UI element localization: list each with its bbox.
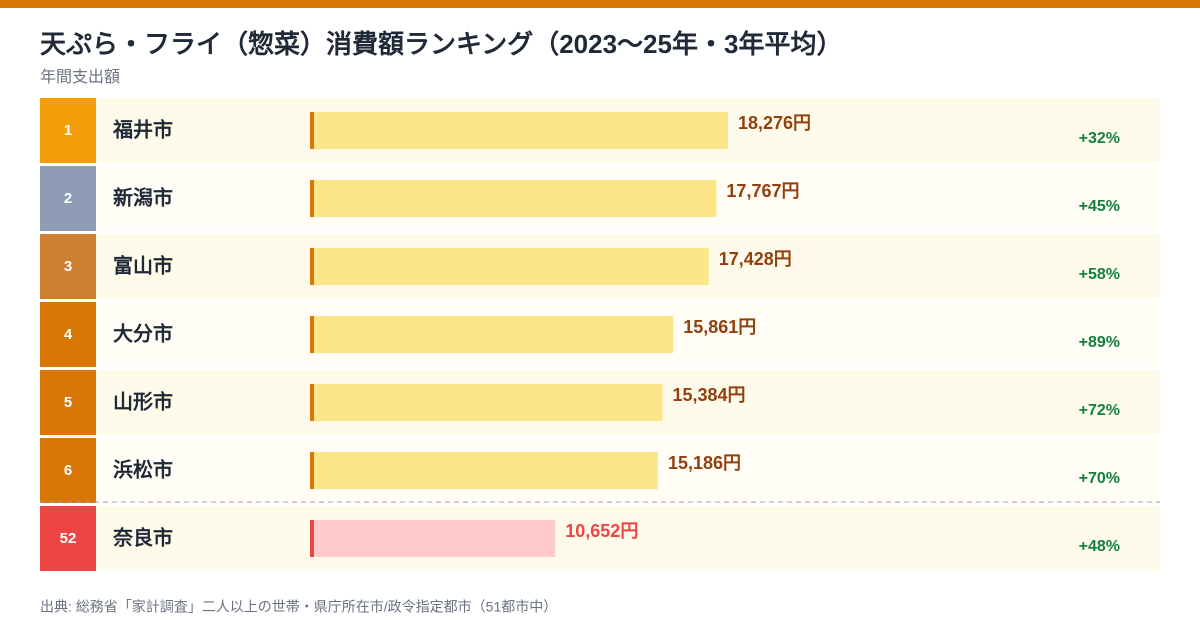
- category-label: 山形市: [113, 389, 173, 413]
- value-label: 10,652円: [565, 521, 638, 541]
- value-label: 15,861円: [683, 317, 756, 337]
- category-label: 富山市: [113, 253, 173, 277]
- rank-box: [40, 166, 96, 231]
- change-label: +32%: [1079, 130, 1120, 147]
- rank-box: [40, 98, 96, 163]
- rank-label: 3: [64, 258, 72, 275]
- category-label: 新潟市: [113, 185, 173, 209]
- rank-box: [40, 438, 96, 503]
- change-label: +58%: [1079, 266, 1120, 283]
- category-label: 大分市: [113, 321, 173, 345]
- value-label: 17,767円: [726, 181, 799, 201]
- bar-accent: [310, 520, 314, 557]
- value-label: 17,428円: [719, 249, 792, 269]
- rank-label: 6: [64, 462, 72, 479]
- value-label: 15,384円: [672, 385, 745, 405]
- category-label: 浜松市: [113, 457, 173, 481]
- value-label: 18,276円: [738, 113, 811, 133]
- bar-accent: [310, 180, 314, 217]
- subtitle: 年間支出額: [40, 68, 120, 86]
- bar: [314, 384, 663, 421]
- change-label: +45%: [1079, 198, 1120, 215]
- change-label: +48%: [1079, 538, 1120, 555]
- bar-accent: [310, 384, 314, 421]
- chart-title: 天ぷら・フライ（惣菜）消費額ランキング（2023〜25年・3年平均）: [40, 29, 842, 59]
- rank-box: [40, 234, 96, 299]
- rank-label: 2: [64, 190, 72, 207]
- bar: [314, 180, 717, 217]
- bar-accent: [310, 452, 314, 489]
- rank-label: 1: [64, 122, 72, 139]
- rank-box: [40, 370, 96, 435]
- rank-box: [40, 506, 96, 571]
- rank-label: 5: [64, 394, 72, 411]
- bar: [314, 316, 674, 353]
- rank-label: 4: [64, 326, 73, 343]
- value-label: 15,186円: [668, 453, 741, 473]
- bar: [314, 520, 556, 557]
- change-label: +70%: [1079, 470, 1120, 487]
- bar: [314, 452, 658, 489]
- rank-box: [40, 302, 96, 367]
- top-band: [0, 0, 1200, 8]
- bar-accent: [310, 316, 314, 353]
- change-label: +89%: [1079, 334, 1120, 351]
- category-label: 奈良市: [112, 525, 173, 549]
- bar: [314, 248, 709, 285]
- source: 出典: 総務省「家計調査」二人以上の世帯・県庁所在市/政令指定都市（51都市中）: [40, 599, 557, 615]
- row-background: [40, 506, 1160, 571]
- rank-label: 52: [60, 530, 77, 547]
- bar: [314, 112, 728, 149]
- bar-accent: [310, 248, 314, 285]
- category-label: 福井市: [112, 117, 173, 141]
- change-label: +72%: [1079, 402, 1120, 419]
- bar-accent: [310, 112, 314, 149]
